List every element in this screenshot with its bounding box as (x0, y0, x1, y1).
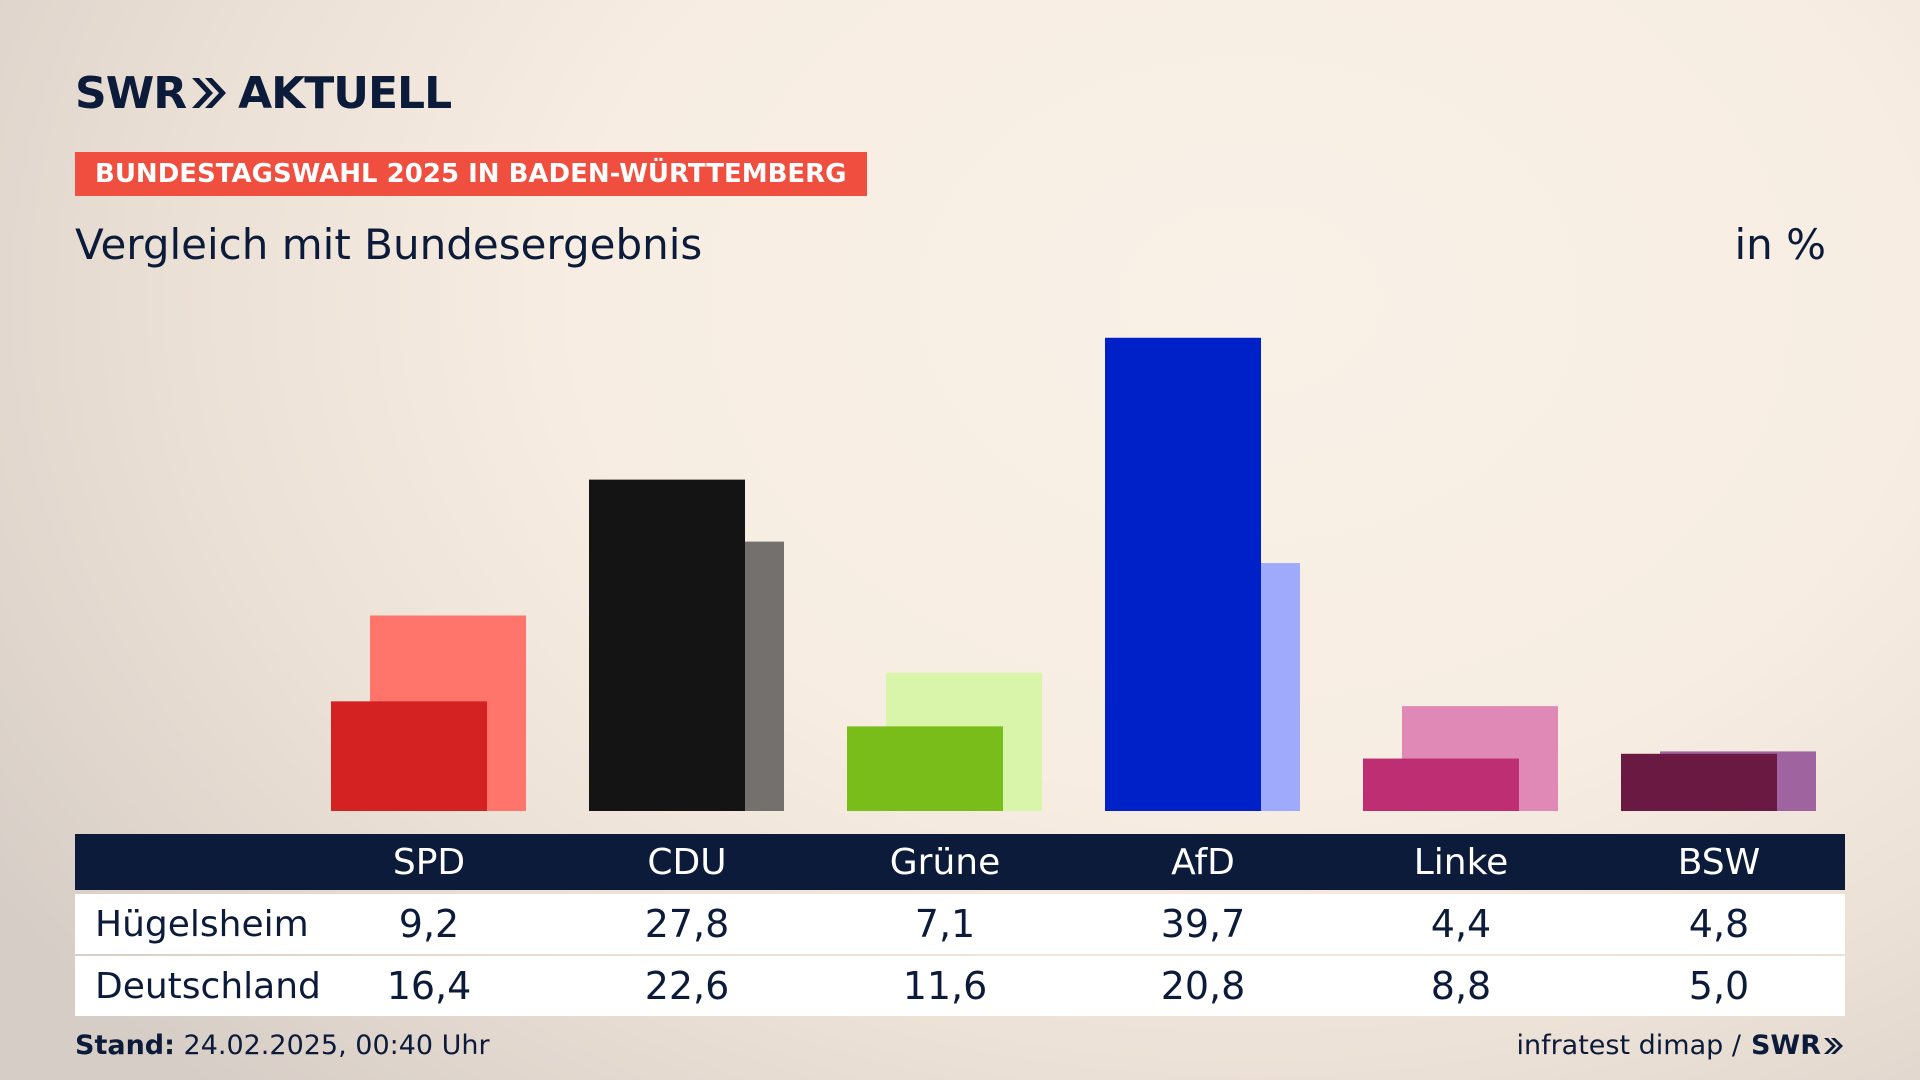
source-text: infratest dimap / (1516, 1030, 1741, 1061)
bar-chart (331, 337, 1816, 811)
value-label-huegelsheim-spd: 9,2 (398, 902, 460, 946)
stand-value: 24.02.2025, 00:40 Uhr (183, 1030, 490, 1061)
tick-label-grüne: Grüne (889, 841, 1001, 883)
bar-huegelsheim-linke (1363, 758, 1519, 811)
unit-label: in % (1734, 220, 1826, 269)
table-row: Deutschland 16,4 22,6 11,6 20,8 8,8 5,0 (75, 956, 1845, 1016)
tick-label-linke: Linke (1413, 841, 1509, 883)
value-label-huegelsheim-grüne: 7,1 (914, 902, 976, 946)
value-label-huegelsheim-afd: 39,7 (1160, 902, 1246, 946)
table-header: SPD CDU Grüne AfD Linke BSW (75, 834, 1845, 890)
tick-label-afd: AfD (1171, 841, 1235, 883)
timestamp: Stand: 24.02.2025, 00:40 Uhr (75, 1030, 490, 1061)
tick-label-spd: SPD (392, 841, 466, 883)
double-chevron-icon (1824, 1037, 1843, 1054)
chart-subtitle: Vergleich mit Bundesergebnis (75, 220, 703, 269)
value-label-deutschland-grüne: 11,6 (902, 964, 988, 1008)
row-label-deutschland: Deutschland (95, 965, 321, 1007)
mini-logo-text: SWR (1750, 1030, 1821, 1061)
bar-huegelsheim-cdu (589, 479, 745, 811)
value-label-deutschland-bsw: 5,0 (1688, 964, 1750, 1008)
value-label-deutschland-linke: 8,8 (1430, 964, 1492, 1008)
swr-aktuell-logo: SWR AKTUELL (75, 67, 452, 119)
election-banner: BUNDESTAGSWAHL 2025 IN BADEN-WÜRTTEMBERG (75, 152, 867, 196)
logo-swr-text: SWR (75, 67, 187, 119)
row-label-huegelsheim: Hügelsheim (95, 903, 309, 945)
bar-huegelsheim-grüne (847, 726, 1003, 811)
swr-mini-logo: SWR (1751, 1030, 1845, 1061)
double-chevron-icon (192, 78, 227, 108)
logo-aktuell-text: AKTUELL (238, 67, 452, 119)
stand-label: Stand: (75, 1030, 175, 1061)
value-label-deutschland-spd: 16,4 (386, 964, 472, 1008)
bar-huegelsheim-spd (331, 701, 487, 811)
source-credit: infratest dimap / SWR (1516, 1030, 1845, 1061)
bar-huegelsheim-afd (1105, 337, 1261, 811)
bar-huegelsheim-bsw (1621, 753, 1777, 811)
table-row: Hügelsheim 9,2 27,8 7,1 39,7 4,4 4,8 (75, 894, 1845, 954)
tick-label-bsw: BSW (1677, 841, 1761, 883)
tick-label-cdu: CDU (647, 841, 727, 883)
value-label-deutschland-cdu: 22,6 (644, 964, 730, 1008)
value-label-deutschland-afd: 20,8 (1160, 964, 1246, 1008)
value-label-huegelsheim-linke: 4,4 (1430, 902, 1492, 946)
value-label-huegelsheim-cdu: 27,8 (644, 902, 730, 946)
value-label-huegelsheim-bsw: 4,8 (1688, 902, 1750, 946)
